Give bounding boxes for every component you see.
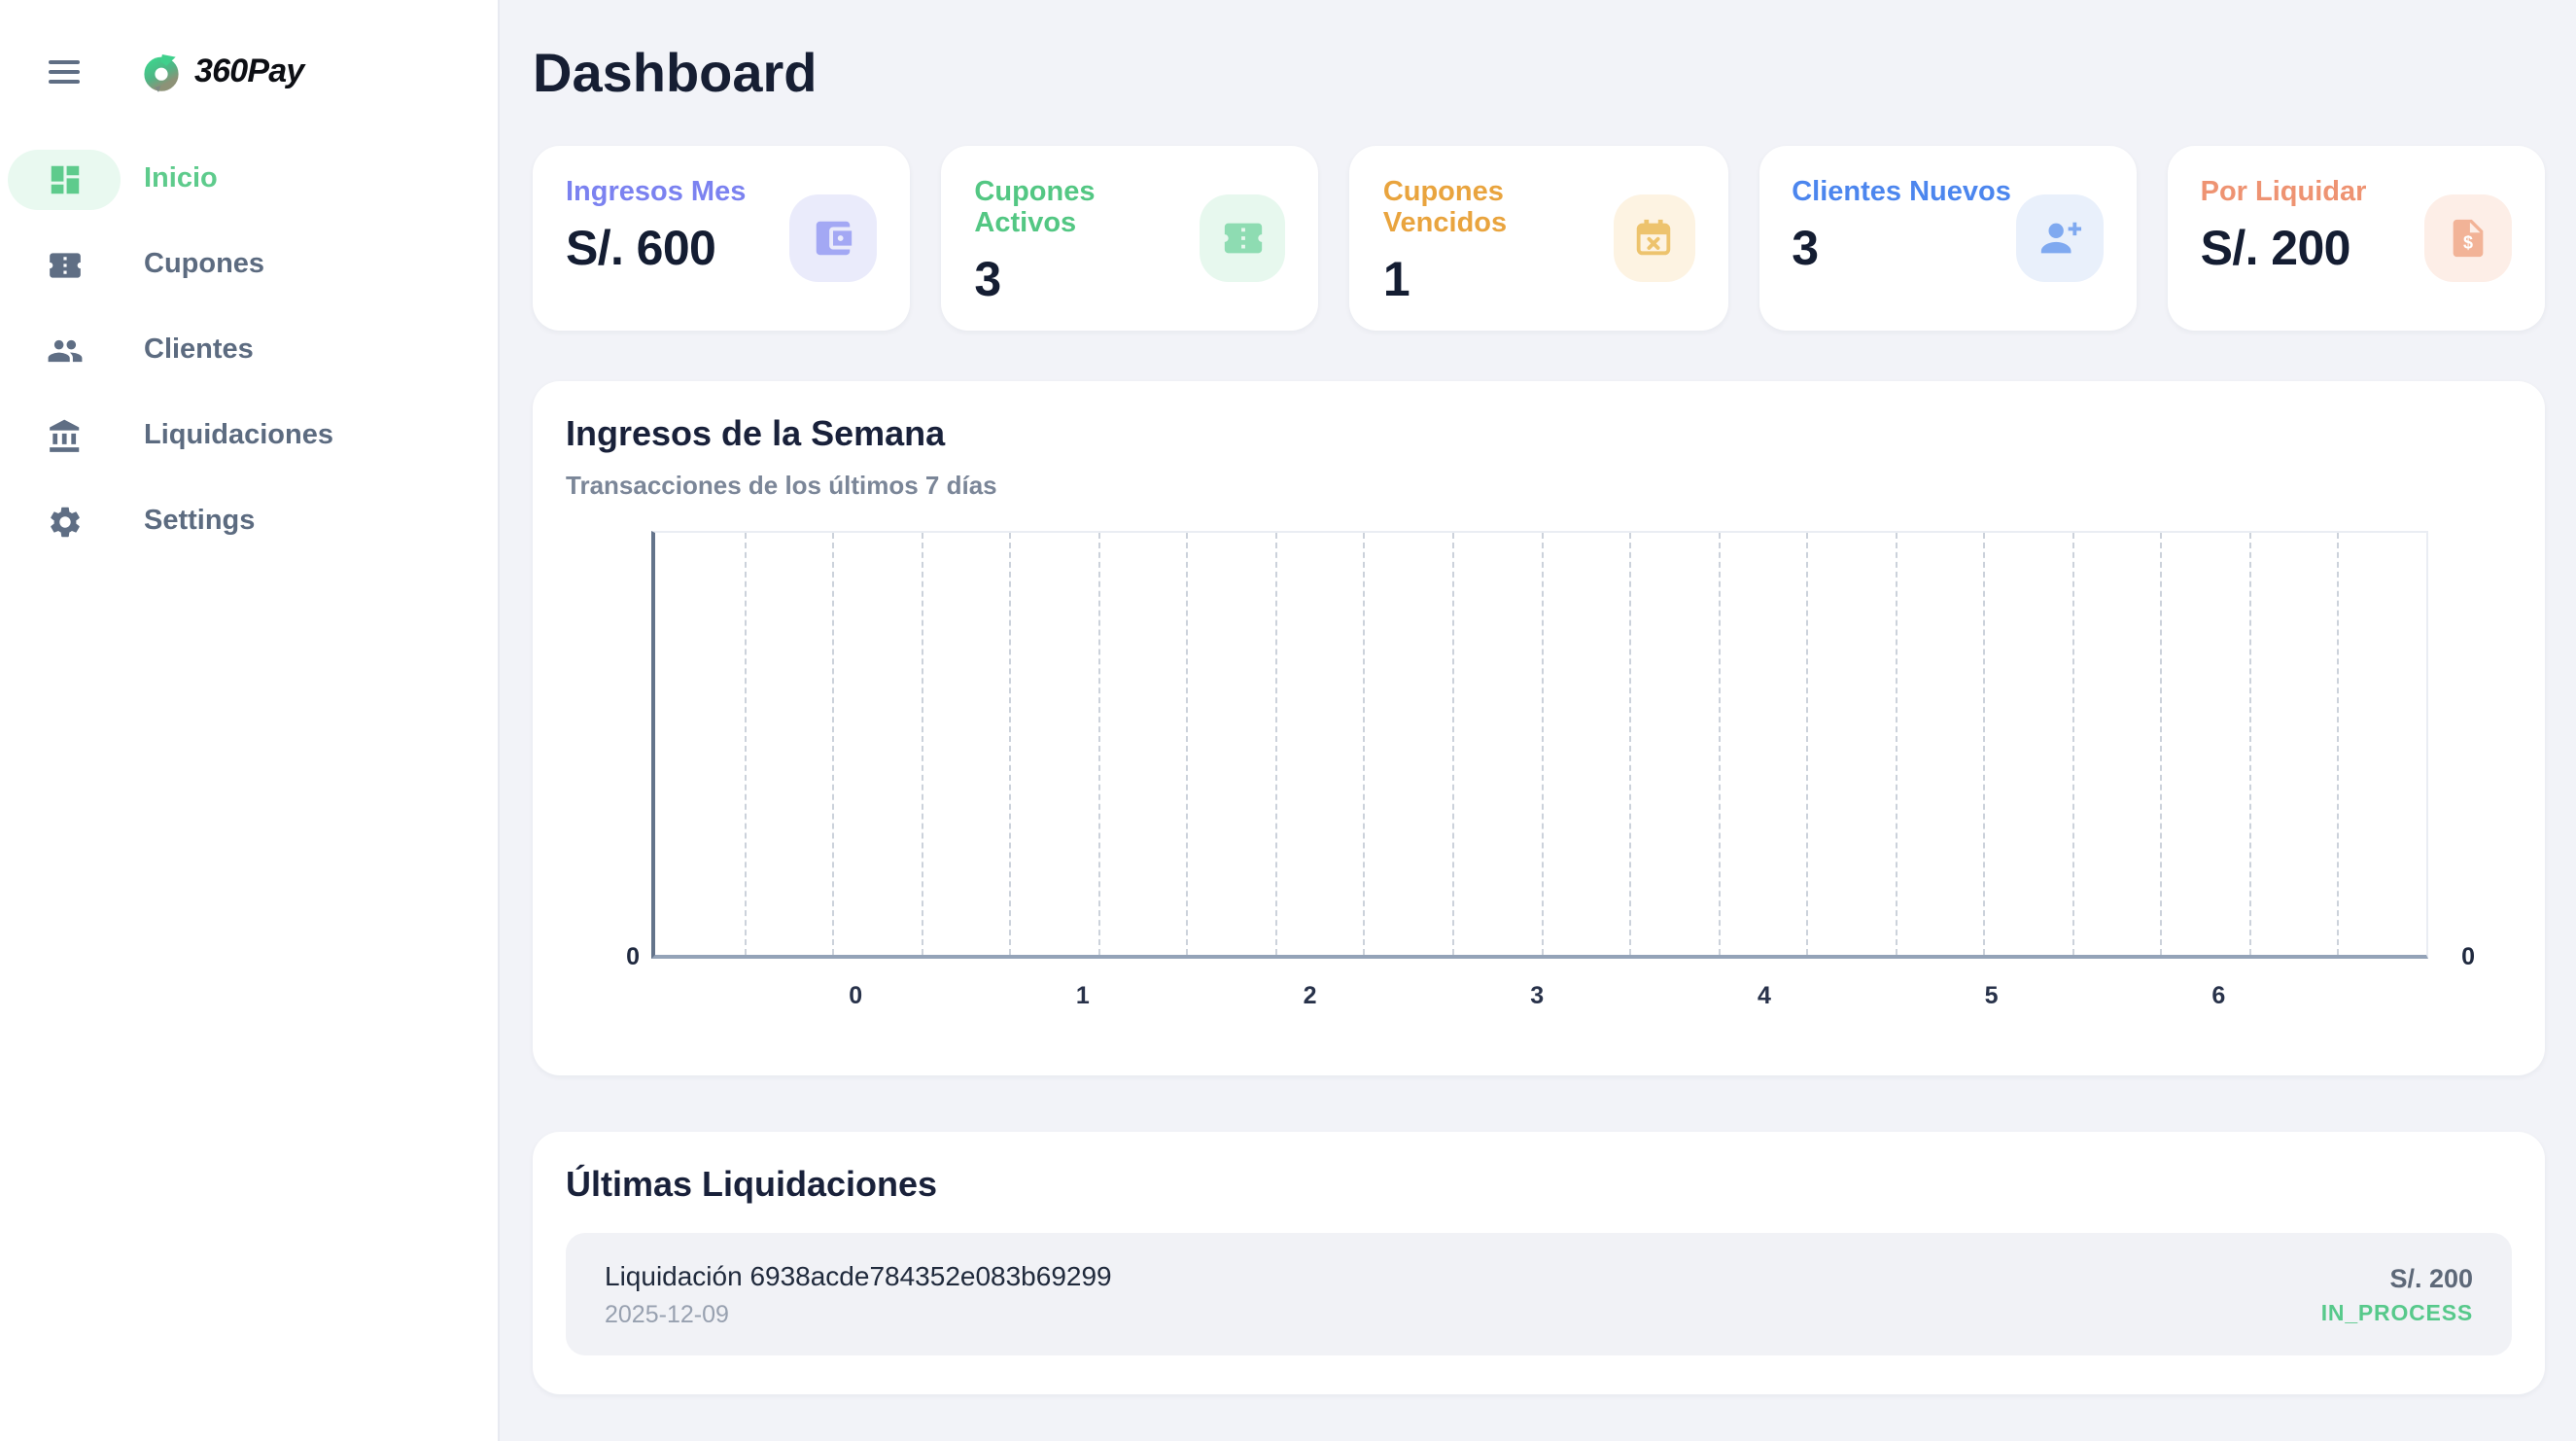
stats-row: Ingresos Mes S/. 600 Cupones Activos 3 (533, 146, 2546, 331)
chart-gridline (832, 533, 835, 955)
chart-gridline (1009, 533, 1012, 955)
chart-gridline (1097, 533, 1100, 955)
stat-value: 1 (1382, 253, 1410, 307)
stat-card-por-liquidar: Por Liquidar S/. 200 $ (2167, 146, 2546, 331)
chart-card: Ingresos de la Semana Transacciones de l… (533, 381, 2545, 1075)
liquidation-amount: S/. 200 (2389, 1263, 2473, 1292)
person-add-icon (2015, 194, 2104, 282)
sidebar: 360Pay Inicio Cupones Clientes (0, 0, 500, 1441)
sidebar-item-clientes[interactable]: Clientes (0, 307, 498, 393)
x-tick-label: 1 (1075, 982, 1090, 1009)
chart: 0 0 0 1 2 3 4 5 6 (626, 531, 2475, 1029)
chart-gridline (1983, 533, 1986, 955)
x-tick-label: 5 (1984, 982, 1999, 1009)
menu-icon[interactable] (49, 59, 80, 85)
liquidation-status-badge: IN_PROCESS (2320, 1302, 2473, 1325)
x-tick-label: 2 (1303, 982, 1317, 1009)
people-icon (8, 320, 121, 380)
chart-title: Ingresos de la Semana (566, 414, 946, 453)
x-tick-label: 0 (849, 982, 863, 1009)
dashboard-icon (8, 149, 121, 209)
liquidation-list-item[interactable]: Liquidación 6938acde784352e083b69299 202… (566, 1233, 2512, 1355)
ticket-icon (8, 234, 121, 295)
svg-text:$: $ (2463, 233, 2473, 253)
liquidation-date: 2025-12-09 (605, 1301, 729, 1328)
chart-gridline (1363, 533, 1366, 955)
chart-gridline (2160, 533, 2163, 955)
stat-card-clientes-nuevos: Clientes Nuevos 3 (1758, 146, 2137, 331)
sidebar-item-liquidaciones[interactable]: Liquidaciones (0, 393, 498, 478)
wallet-icon (789, 194, 878, 282)
ticket-icon (1200, 194, 1286, 282)
chart-subtitle: Transacciones de los últimos 7 días (566, 471, 997, 500)
sidebar-header: 360Pay (0, 27, 498, 117)
chart-gridline (1895, 533, 1897, 955)
stat-label: Clientes Nuevos (1792, 177, 2011, 208)
stat-label: Cupones Vencidos (1382, 177, 1508, 239)
x-axis-labels: 0 1 2 3 4 5 6 (651, 959, 2428, 1029)
chart-gridline (1274, 533, 1277, 955)
sidebar-nav: Inicio Cupones Clientes Liquidaciones (0, 136, 498, 564)
sidebar-item-settings[interactable]: Settings (0, 478, 498, 564)
main-content: Dashboard Ingresos Mes S/. 600 Cupones A… (500, 0, 2576, 1441)
sidebar-item-label: Inicio (144, 163, 218, 194)
logo-text: 360Pay (194, 53, 304, 89)
chart-gridline (1451, 533, 1454, 955)
chart-gridline (921, 533, 923, 955)
stat-value: S/. 600 (566, 222, 716, 276)
sidebar-item-cupones[interactable]: Cupones (0, 222, 498, 307)
sidebar-item-label: Settings (144, 506, 256, 537)
app-logo[interactable]: 360Pay (140, 51, 304, 93)
stat-label: Por Liquidar (2200, 177, 2367, 208)
gear-icon (8, 491, 121, 551)
x-tick-label: 6 (2211, 982, 2226, 1009)
stat-card-ingresos-mes: Ingresos Mes S/. 600 (533, 146, 911, 331)
chart-plot: 0 0 (626, 531, 2475, 970)
chart-gridline (2337, 533, 2340, 955)
stat-label: Cupones Activos (974, 177, 1096, 239)
calendar-x-icon (1614, 194, 1695, 282)
chart-gridline (1541, 533, 1543, 955)
receipt-icon: $ (2424, 194, 2513, 282)
sidebar-item-label: Clientes (144, 334, 254, 366)
sidebar-item-label: Liquidaciones (144, 420, 333, 451)
x-tick-label: 4 (1757, 982, 1771, 1009)
stat-value: S/. 200 (2200, 222, 2351, 276)
stat-label: Ingresos Mes (566, 177, 747, 208)
x-tick-label: 3 (1530, 982, 1545, 1009)
y-axis-label-right: 0 (2461, 943, 2475, 970)
liquidaciones-title: Últimas Liquidaciones (566, 1165, 938, 1204)
liquidation-name: Liquidación 6938acde784352e083b69299 (605, 1260, 1112, 1291)
chart-gridline (1629, 533, 1632, 955)
chart-gridline (2071, 533, 2074, 955)
sidebar-item-label: Cupones (144, 249, 265, 280)
bank-icon (8, 405, 121, 466)
chart-gridline (744, 533, 747, 955)
stat-card-cupones-vencidos: Cupones Vencidos 1 (1349, 146, 1728, 331)
logo-swirl-icon (140, 51, 183, 93)
chart-gridline (1806, 533, 1809, 955)
liquidaciones-card: Últimas Liquidaciones Liquidación 6938ac… (533, 1132, 2545, 1394)
stat-value: 3 (974, 253, 1001, 307)
y-axis-label-left: 0 (626, 943, 640, 970)
stat-value: 3 (1792, 222, 1819, 276)
chart-gridline (1718, 533, 1721, 955)
chart-gridline (1186, 533, 1189, 955)
sidebar-item-inicio[interactable]: Inicio (0, 136, 498, 222)
page-title: Dashboard (533, 43, 818, 103)
chart-gridline (2248, 533, 2251, 955)
stat-card-cupones-activos: Cupones Activos 3 (941, 146, 1319, 331)
